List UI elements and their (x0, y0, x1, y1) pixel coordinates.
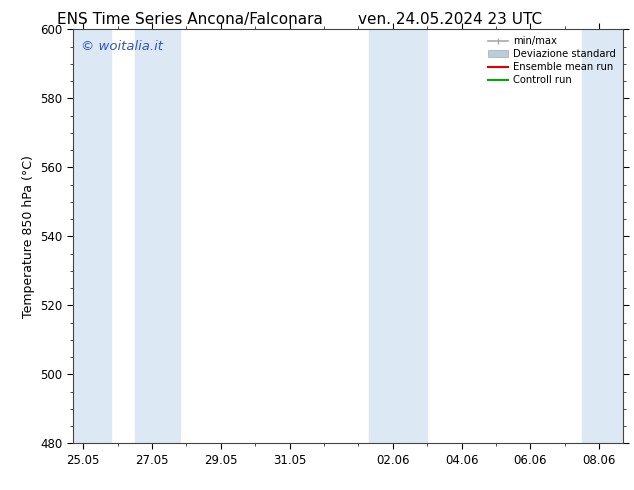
Text: © woitalia.it: © woitalia.it (81, 40, 163, 53)
Bar (135, 29, 179, 443)
Y-axis label: Temperature 850 hPa (°C): Temperature 850 hPa (°C) (22, 155, 35, 318)
Bar (369, 29, 427, 443)
Text: ven. 24.05.2024 23 UTC: ven. 24.05.2024 23 UTC (358, 12, 542, 27)
Bar (582, 29, 623, 443)
Bar (73, 29, 111, 443)
Text: ENS Time Series Ancona/Falconara: ENS Time Series Ancona/Falconara (57, 12, 323, 27)
Legend: min/max, Deviazione standard, Ensemble mean run, Controll run: min/max, Deviazione standard, Ensemble m… (484, 32, 620, 89)
